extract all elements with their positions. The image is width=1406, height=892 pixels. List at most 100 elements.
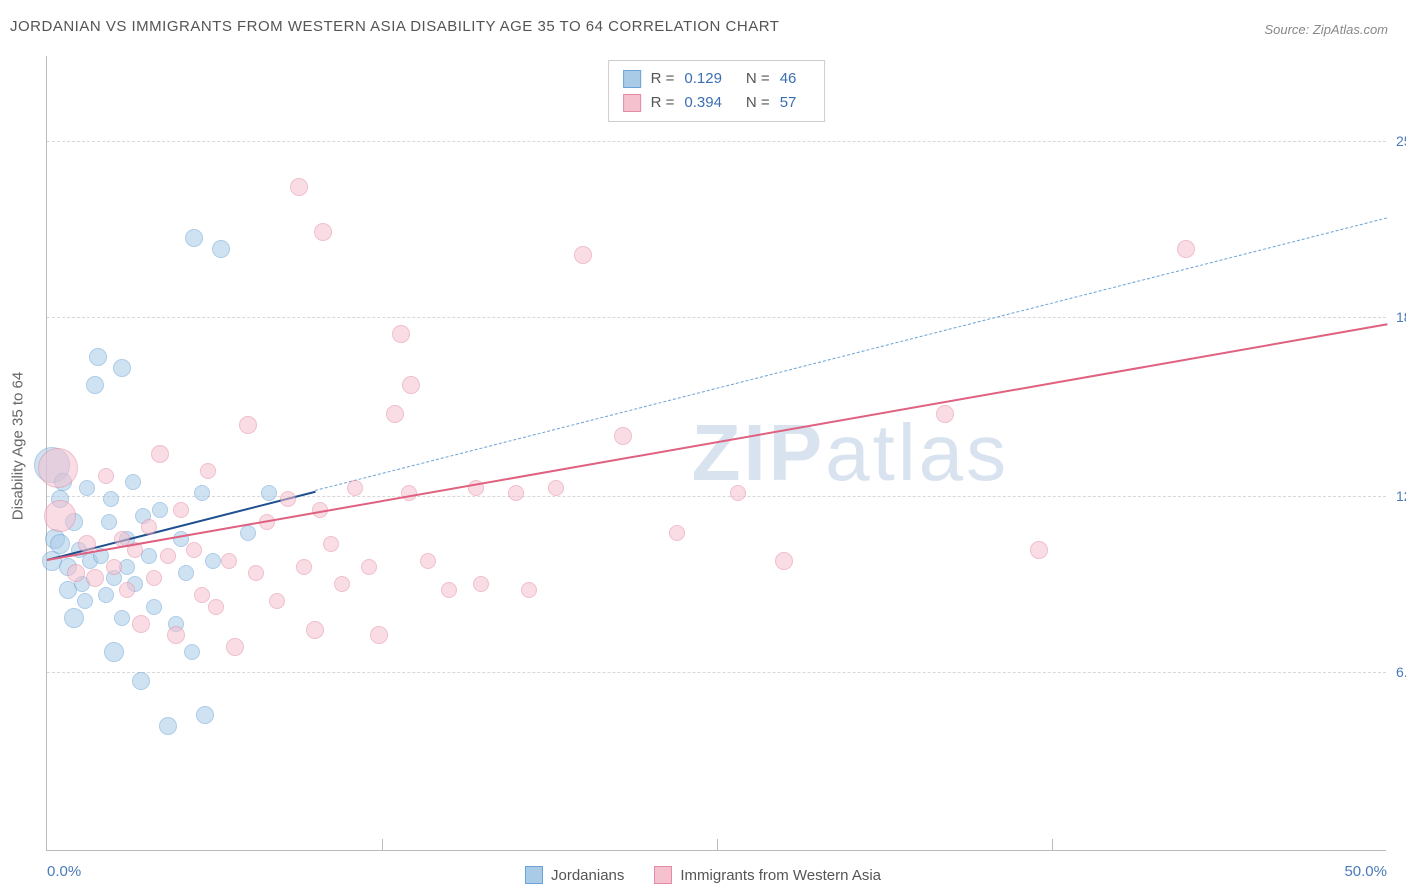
data-point-immigrants-western-asia [521, 582, 537, 598]
data-point-immigrants-western-asia [200, 463, 216, 479]
data-point-immigrants-western-asia [280, 491, 296, 507]
data-point-immigrants-western-asia [296, 559, 312, 575]
data-point-jordanians [240, 525, 256, 541]
n-label: N = [746, 67, 770, 91]
data-point-immigrants-western-asia [98, 468, 114, 484]
y-tick-label: 25.0% [1396, 133, 1406, 149]
data-point-immigrants-western-asia [67, 564, 85, 582]
data-point-jordanians [104, 642, 124, 662]
data-point-immigrants-western-asia [1030, 541, 1048, 559]
data-point-immigrants-western-asia [173, 502, 189, 518]
y-tick-label: 18.8% [1396, 309, 1406, 325]
trend-line [315, 218, 1387, 492]
data-point-jordanians [173, 531, 189, 547]
x-tick-label: 50.0% [1344, 863, 1387, 880]
series-legend: Jordanians Immigrants from Western Asia [525, 866, 881, 884]
data-point-jordanians [89, 348, 107, 366]
legend-swatch [623, 94, 641, 112]
legend-label: Jordanians [551, 867, 624, 884]
data-point-immigrants-western-asia [221, 553, 237, 569]
data-point-immigrants-western-asia [151, 445, 169, 463]
x-minor-tick [382, 839, 383, 851]
legend-item: Jordanians [525, 866, 624, 884]
data-point-immigrants-western-asia [347, 480, 363, 496]
data-point-immigrants-western-asia [614, 427, 632, 445]
watermark-light: atlas [825, 408, 1009, 497]
data-point-immigrants-western-asia [334, 576, 350, 592]
data-point-immigrants-western-asia [386, 405, 404, 423]
stats-row: R = 0.394 N = 57 [623, 91, 811, 115]
stats-legend-box: R = 0.129 N = 46R = 0.394 N = 57 [608, 60, 826, 122]
data-point-immigrants-western-asia [508, 485, 524, 501]
data-point-immigrants-western-asia [44, 500, 76, 532]
watermark-bold: ZIP [692, 408, 825, 497]
data-point-jordanians [205, 553, 221, 569]
data-point-immigrants-western-asia [269, 593, 285, 609]
data-point-jordanians [196, 706, 214, 724]
data-point-jordanians [64, 608, 84, 628]
data-point-jordanians [194, 485, 210, 501]
data-point-immigrants-western-asia [392, 325, 410, 343]
data-point-immigrants-western-asia [160, 548, 176, 564]
data-point-immigrants-western-asia [323, 536, 339, 552]
data-point-jordanians [113, 359, 131, 377]
y-tick-label: 12.5% [1396, 488, 1406, 504]
data-point-jordanians [152, 502, 168, 518]
data-point-immigrants-western-asia [226, 638, 244, 656]
data-point-immigrants-western-asia [936, 405, 954, 423]
data-point-jordanians [50, 534, 70, 554]
r-value: 0.394 [684, 91, 722, 115]
data-point-jordanians [184, 644, 200, 660]
data-point-immigrants-western-asia [306, 621, 324, 639]
data-point-immigrants-western-asia [146, 570, 162, 586]
data-point-immigrants-western-asia [141, 519, 157, 535]
data-point-immigrants-western-asia [119, 582, 135, 598]
data-point-immigrants-western-asia [248, 565, 264, 581]
data-point-immigrants-western-asia [186, 542, 202, 558]
trend-line [47, 323, 1387, 561]
legend-item: Immigrants from Western Asia [654, 866, 881, 884]
data-point-immigrants-western-asia [290, 178, 308, 196]
chart-title: JORDANIAN VS IMMIGRANTS FROM WESTERN ASI… [10, 18, 779, 35]
data-point-jordanians [132, 672, 150, 690]
data-point-jordanians [261, 485, 277, 501]
data-point-immigrants-western-asia [194, 587, 210, 603]
data-point-jordanians [185, 229, 203, 247]
data-point-immigrants-western-asia [548, 480, 564, 496]
chart-source: Source: ZipAtlas.com [1264, 22, 1388, 37]
y-gridline [47, 317, 1386, 318]
data-point-immigrants-western-asia [420, 553, 436, 569]
data-point-jordanians [212, 240, 230, 258]
data-point-immigrants-western-asia [361, 559, 377, 575]
y-axis-title: Disability Age 35 to 64 [10, 372, 27, 520]
data-point-jordanians [178, 565, 194, 581]
x-tick-label: 0.0% [47, 863, 81, 880]
data-point-jordanians [77, 593, 93, 609]
r-label: R = [651, 91, 675, 115]
y-gridline [47, 672, 1386, 673]
data-point-jordanians [101, 514, 117, 530]
data-point-immigrants-western-asia [314, 223, 332, 241]
data-point-immigrants-western-asia [775, 552, 793, 570]
data-point-jordanians [125, 474, 141, 490]
data-point-immigrants-western-asia [132, 615, 150, 633]
data-point-immigrants-western-asia [402, 376, 420, 394]
data-point-immigrants-western-asia [239, 416, 257, 434]
data-point-jordanians [86, 376, 104, 394]
data-point-immigrants-western-asia [208, 599, 224, 615]
legend-swatch [654, 866, 672, 884]
x-minor-tick [717, 839, 718, 851]
data-point-jordanians [146, 599, 162, 615]
n-label: N = [746, 91, 770, 115]
data-point-immigrants-western-asia [370, 626, 388, 644]
n-value: 46 [780, 67, 797, 91]
data-point-jordanians [103, 491, 119, 507]
r-value: 0.129 [684, 67, 722, 91]
data-point-jordanians [79, 480, 95, 496]
data-point-immigrants-western-asia [167, 626, 185, 644]
y-tick-label: 6.3% [1396, 664, 1406, 680]
n-value: 57 [780, 91, 797, 115]
data-point-immigrants-western-asia [574, 246, 592, 264]
y-gridline [47, 141, 1386, 142]
data-point-jordanians [159, 717, 177, 735]
